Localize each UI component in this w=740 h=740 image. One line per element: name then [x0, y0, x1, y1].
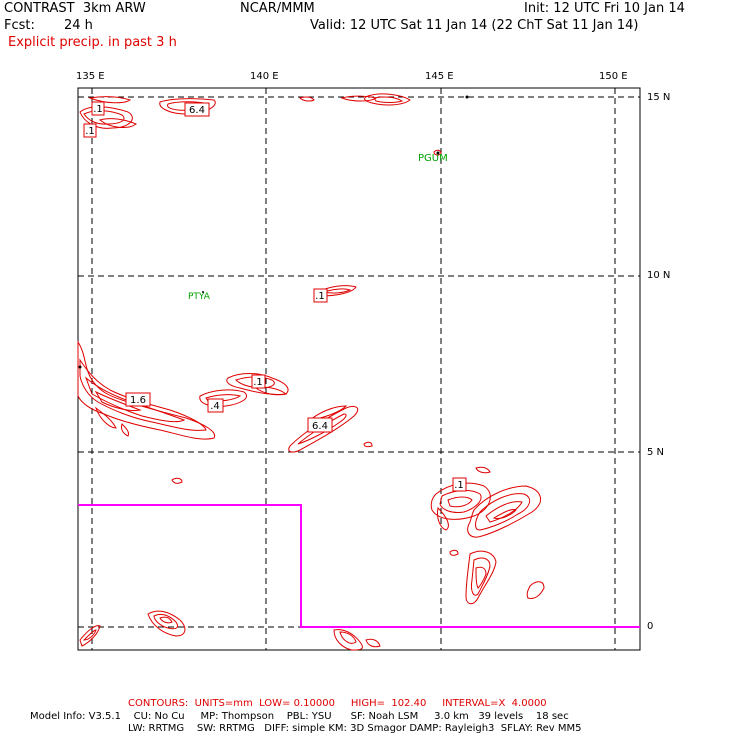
- valid-time: Valid: 12 UTC Sat 11 Jan 14 (22 ChT Sat …: [310, 18, 639, 33]
- contour-label: .4: [210, 401, 220, 412]
- lat-label-15n: 15 N: [647, 92, 671, 103]
- contours-info: CONTOURS: UNITS=mm LOW= 0.10000 HIGH= 10…: [128, 698, 547, 709]
- contour-label-boxes: [83, 101, 467, 492]
- lat-lon-grid: [78, 88, 640, 650]
- marker-left: [78, 365, 82, 369]
- fcst-label: Fcst:: [4, 18, 35, 33]
- marker-top: [465, 95, 469, 99]
- ptya-station-marker: [202, 291, 204, 293]
- contour-label: .1: [85, 126, 95, 137]
- lon-label-140: 140 E: [250, 71, 279, 82]
- station-ptya: PTYA: [188, 292, 211, 302]
- nest-domain-boundary: [78, 504, 640, 628]
- model-title: CONTRAST 3km ARW: [4, 1, 146, 16]
- pgum-station-marker: [436, 151, 440, 155]
- contour-label: 6.4: [312, 421, 328, 432]
- lat-label-10n: 10 N: [647, 270, 671, 281]
- contour-label: .1: [454, 480, 464, 491]
- fcst-value: 24 h: [64, 18, 93, 33]
- contour-label: 1.6: [130, 395, 146, 406]
- map-frame: [77, 87, 641, 651]
- model-info-line-2: LW: RRTMG SW: RRTMG DIFF: simple KM: 3D …: [128, 723, 582, 734]
- lon-label-145: 145 E: [425, 71, 454, 82]
- lon-label-135: 135 E: [76, 71, 105, 82]
- init-time: Init: 12 UTC Fri 10 Jan 14: [524, 1, 685, 16]
- contour-label: .1: [315, 291, 325, 302]
- precip-contours: [77, 93, 545, 651]
- field-title: Explicit precip. in past 3 h: [8, 35, 177, 50]
- lat-label-5n: 5 N: [647, 447, 665, 458]
- contour-label: .1: [253, 377, 263, 388]
- contour-label: 6.4: [189, 105, 205, 116]
- lat-label-0: 0: [647, 621, 654, 632]
- center-title: NCAR/MMM: [240, 1, 315, 16]
- station-pgum: PGUM: [418, 153, 448, 164]
- lon-label-150: 150 E: [599, 71, 628, 82]
- model-info-line-1: Model Info: V3.5.1 CU: No Cu MP: Thompso…: [30, 711, 569, 722]
- contour-label: .1: [93, 104, 103, 115]
